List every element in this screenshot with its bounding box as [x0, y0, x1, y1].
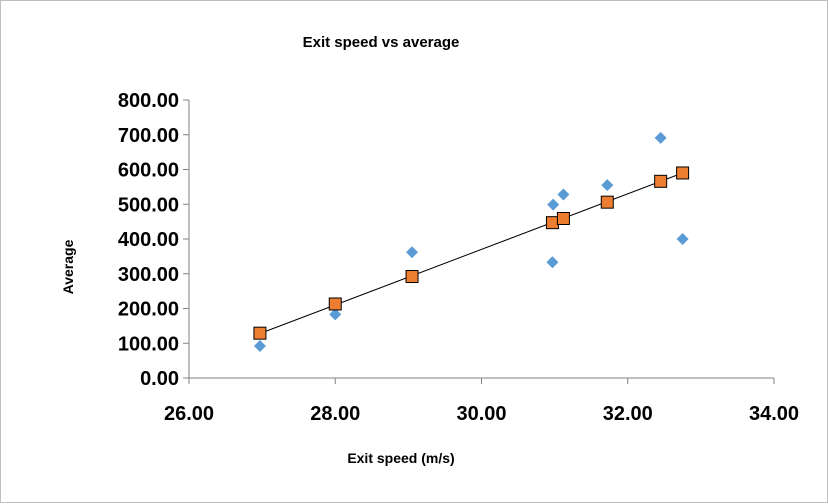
square-point [600, 195, 614, 209]
y-axis-title: Average [60, 239, 76, 294]
x-tick-label: 30.00 [456, 403, 506, 425]
y-tick-label: 0.00 [140, 368, 179, 390]
diamond-point [547, 198, 560, 211]
x-tick-label: 28.00 [310, 403, 360, 425]
y-tick-label: 800.00 [118, 90, 179, 112]
diamond-point [329, 308, 342, 321]
y-tick-label: 200.00 [118, 299, 179, 321]
square-point [253, 326, 267, 340]
y-tick-label: 700.00 [118, 125, 179, 147]
square-point [676, 166, 690, 180]
diamond-point [676, 233, 689, 245]
chart-title: Exit speed vs average [303, 34, 460, 51]
trendline [259, 172, 683, 334]
y-tick-label: 100.00 [118, 333, 179, 355]
square-point [545, 216, 559, 230]
tick-labels: 0.00 100.00 200.00 300.00 400.00 500.00 600.00… [118, 90, 799, 425]
diamond-point [546, 256, 559, 269]
x-tick-label: 34.00 [749, 403, 799, 425]
axes [183, 99, 775, 384]
diamond-point [406, 246, 419, 259]
trendline-group [259, 172, 683, 334]
y-tick-label: 400.00 [118, 229, 179, 251]
diamond-point [601, 179, 614, 192]
square-point [328, 297, 342, 311]
square-point [556, 211, 570, 225]
x-axis-title: Exit speed (m/s) [347, 450, 454, 466]
square-point [654, 174, 668, 188]
diamond-point [253, 340, 266, 353]
data-points [253, 131, 690, 353]
x-tick-label: 26.00 [164, 403, 214, 425]
diamond-point [557, 188, 570, 201]
diamond-point [654, 131, 667, 144]
y-tick-label: 500.00 [118, 194, 179, 216]
y-axis-title-group: Average [60, 239, 76, 294]
y-tick-label: 300.00 [118, 264, 179, 286]
y-tick-label: 600.00 [118, 160, 179, 182]
square-point [405, 270, 419, 284]
x-tick-label: 32.00 [603, 403, 653, 425]
